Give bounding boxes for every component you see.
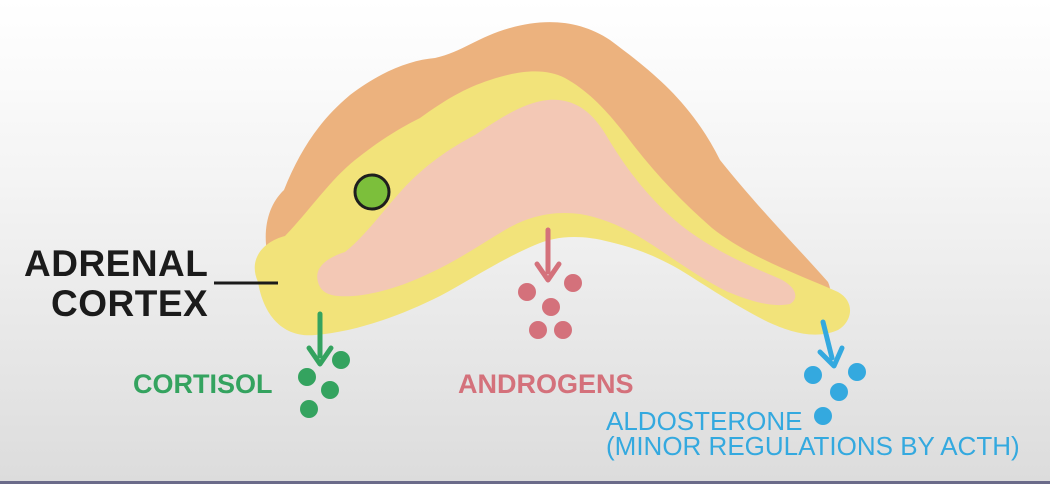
bottom-border	[0, 481, 1050, 484]
androgens-molecule	[554, 321, 572, 339]
adrenal-zona-fasciculata-layer	[317, 99, 796, 306]
aldosterone-molecule	[804, 366, 822, 384]
androgens-molecule	[529, 321, 547, 339]
organ-label-line2: CORTEX	[51, 283, 209, 324]
androgens-molecule	[542, 298, 560, 316]
cortisol-molecule	[300, 400, 318, 418]
aldosterone-arrow-shaft	[820, 319, 835, 361]
androgens-label: ANDROGENS	[458, 369, 634, 399]
aldosterone-label-line2: (MINOR REGULATIONS BY ACTH)	[606, 431, 1020, 461]
aldosterone-arrow-head	[817, 345, 845, 369]
aldosterone-group	[804, 319, 866, 425]
cortisol-molecule	[298, 368, 316, 386]
marker-circle	[353, 173, 391, 211]
aldosterone-label: ALDOSTERONE (MINOR REGULATIONS BY ACTH)	[606, 406, 1020, 461]
aldosterone-molecule	[830, 383, 848, 401]
androgens-arrow-head	[534, 261, 562, 283]
androgens-group	[518, 227, 582, 339]
cortisol-group	[298, 311, 350, 418]
androgens-molecule	[564, 274, 582, 292]
aldosterone-label-line1: ALDOSTERONE	[606, 406, 803, 436]
aldosterone-molecule	[814, 407, 832, 425]
organ-label-line1: ADRENAL	[24, 243, 209, 284]
androgens-molecule	[518, 283, 536, 301]
cortisol-arrow-head	[306, 345, 334, 367]
cortisol-molecule	[321, 381, 339, 399]
aldosterone-molecule	[848, 363, 866, 381]
cortisol-label: CORTISOL	[133, 369, 273, 399]
adrenal-cortex-label: ADRENAL CORTEX	[24, 244, 208, 324]
cortisol-molecule	[332, 351, 350, 369]
